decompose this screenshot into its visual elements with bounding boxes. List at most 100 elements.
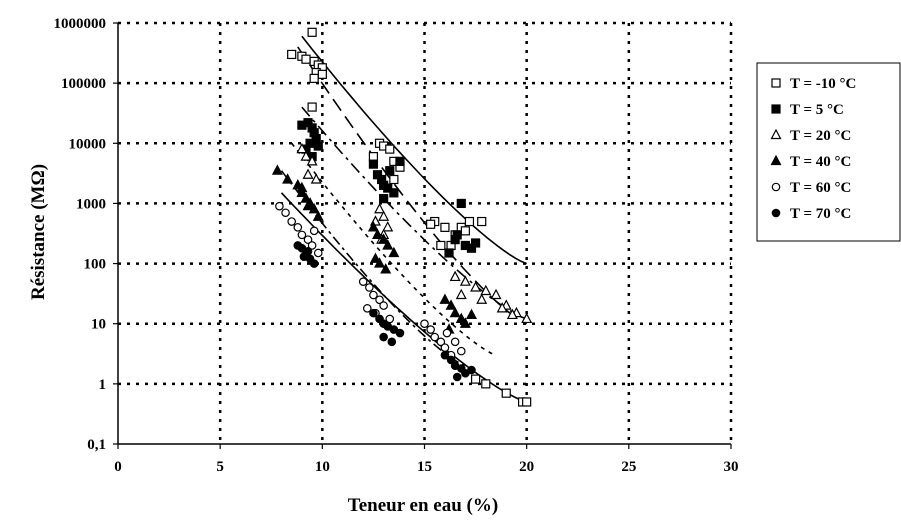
y-axis-title: Résistance (MΩ) bbox=[28, 164, 49, 300]
data-point bbox=[426, 325, 435, 334]
data-point bbox=[389, 174, 399, 185]
data-point bbox=[383, 183, 393, 193]
data-point bbox=[372, 228, 383, 239]
data-point bbox=[368, 152, 379, 162]
y-tick-label: 0,1 bbox=[87, 437, 106, 453]
data-point bbox=[358, 277, 368, 286]
data-point bbox=[307, 27, 317, 37]
data-point bbox=[490, 288, 502, 300]
data-point bbox=[481, 379, 491, 389]
x-tick-label: 15 bbox=[417, 459, 432, 475]
data-point bbox=[365, 283, 374, 292]
data-point bbox=[449, 270, 461, 282]
trend-line bbox=[301, 106, 527, 320]
data-point bbox=[389, 188, 399, 198]
data-point bbox=[301, 54, 311, 64]
data-point bbox=[368, 159, 379, 169]
data-point bbox=[470, 238, 481, 248]
data-point bbox=[426, 219, 436, 229]
y-tick-label: 100 bbox=[84, 257, 107, 273]
x-axis-ticks: 0 5 10 15 20 25 30 bbox=[114, 444, 739, 475]
data-point bbox=[302, 199, 314, 211]
data-point bbox=[387, 337, 397, 347]
data-point bbox=[271, 164, 283, 175]
data-point bbox=[307, 102, 317, 112]
data-points bbox=[271, 27, 533, 407]
data-point bbox=[374, 202, 386, 214]
data-point bbox=[430, 332, 440, 342]
data-point bbox=[296, 181, 308, 193]
data-point bbox=[303, 235, 313, 244]
data-point bbox=[382, 239, 394, 250]
data-point bbox=[302, 168, 314, 179]
x-tick-label: 20 bbox=[519, 459, 534, 475]
data-point bbox=[477, 216, 487, 227]
legend-marker bbox=[770, 128, 782, 140]
data-point bbox=[455, 288, 467, 300]
data-point bbox=[385, 144, 395, 154]
data-point bbox=[449, 306, 461, 318]
trend-line bbox=[301, 35, 527, 265]
data-point bbox=[379, 301, 388, 310]
data-point bbox=[459, 275, 471, 286]
data-point bbox=[440, 343, 450, 352]
data-point bbox=[521, 312, 533, 324]
data-point bbox=[395, 328, 405, 338]
legend-marker bbox=[770, 154, 782, 166]
data-point bbox=[456, 198, 466, 209]
data-point bbox=[309, 259, 319, 268]
legend-label: T = -10 °C bbox=[790, 76, 856, 92]
data-point bbox=[362, 304, 372, 313]
data-point bbox=[369, 290, 378, 300]
y-tick-label: 1 bbox=[99, 377, 107, 393]
data-point bbox=[299, 252, 309, 262]
data-point bbox=[506, 308, 518, 320]
data-point bbox=[275, 201, 284, 211]
x-tick-label: 0 bbox=[114, 459, 122, 475]
legend-label: T = 70 °C bbox=[790, 206, 851, 222]
data-point bbox=[369, 252, 381, 263]
legend-box bbox=[756, 62, 901, 242]
data-point bbox=[309, 226, 319, 236]
data-point bbox=[312, 210, 324, 221]
data-point bbox=[385, 166, 395, 176]
data-point bbox=[440, 350, 450, 360]
data-point bbox=[385, 314, 395, 324]
data-point bbox=[378, 233, 390, 244]
data-point bbox=[455, 312, 467, 324]
data-point bbox=[282, 173, 294, 184]
y-tick-label: 100000 bbox=[61, 76, 106, 92]
data-point bbox=[442, 328, 452, 338]
data-point bbox=[287, 217, 296, 226]
y-axis-ticks: 0,1 1 10 100 1000 10000 100000 1000000 bbox=[54, 16, 118, 453]
data-point bbox=[444, 248, 454, 258]
data-point bbox=[452, 372, 462, 382]
data-point bbox=[452, 230, 462, 240]
data-point bbox=[300, 192, 312, 203]
data-point bbox=[379, 194, 389, 204]
legend: T = -10 °C T = 5 °C T = 20 °C T = 40 °C T = … bbox=[756, 62, 901, 242]
x-tick-label: 10 bbox=[315, 459, 330, 475]
data-point bbox=[310, 173, 322, 184]
data-point bbox=[388, 246, 400, 258]
data-point bbox=[287, 49, 297, 60]
trend-line bbox=[291, 142, 497, 356]
legend-marker bbox=[771, 208, 781, 218]
x-tick-label: 25 bbox=[621, 459, 636, 475]
data-point bbox=[446, 355, 456, 365]
legend-label: T = 40 °C bbox=[790, 154, 851, 170]
data-point bbox=[382, 221, 394, 232]
data-point bbox=[367, 221, 379, 232]
data-point bbox=[522, 397, 532, 407]
data-point bbox=[300, 150, 312, 161]
x-axis-title: Teneur en eau (%) bbox=[348, 495, 498, 516]
data-point bbox=[313, 141, 323, 151]
trend-line bbox=[297, 46, 528, 325]
data-point bbox=[436, 240, 446, 251]
data-point bbox=[470, 281, 482, 292]
data-point bbox=[369, 308, 378, 318]
data-point bbox=[480, 284, 492, 296]
x-tick-label: 30 bbox=[724, 459, 739, 475]
data-point bbox=[439, 293, 451, 304]
